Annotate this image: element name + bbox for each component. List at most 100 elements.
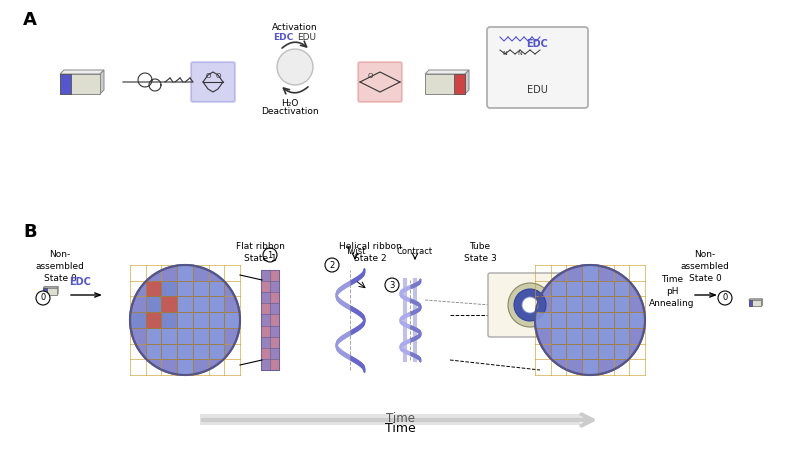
Polygon shape — [614, 343, 630, 359]
Polygon shape — [425, 70, 469, 74]
Polygon shape — [550, 312, 566, 328]
Polygon shape — [261, 292, 270, 303]
Polygon shape — [582, 265, 598, 281]
Polygon shape — [614, 297, 630, 312]
Circle shape — [508, 283, 552, 327]
FancyBboxPatch shape — [191, 62, 235, 102]
Circle shape — [522, 297, 538, 313]
FancyArrowPatch shape — [202, 414, 593, 426]
Polygon shape — [566, 281, 582, 297]
Polygon shape — [582, 328, 598, 343]
Polygon shape — [550, 328, 566, 343]
Polygon shape — [162, 281, 177, 297]
Circle shape — [277, 49, 313, 85]
Polygon shape — [270, 337, 279, 348]
Polygon shape — [614, 328, 630, 343]
Polygon shape — [566, 312, 582, 328]
Polygon shape — [162, 297, 177, 312]
Text: Non-
assembled
State 0: Non- assembled State 0 — [35, 250, 85, 283]
Polygon shape — [598, 312, 614, 328]
Polygon shape — [261, 337, 270, 348]
Polygon shape — [146, 328, 162, 343]
Circle shape — [385, 278, 399, 292]
Text: H₂O: H₂O — [282, 99, 298, 108]
Text: Time: Time — [386, 413, 414, 426]
Polygon shape — [60, 74, 71, 94]
Polygon shape — [43, 287, 58, 288]
Circle shape — [718, 291, 732, 305]
Polygon shape — [465, 70, 469, 94]
Polygon shape — [270, 303, 279, 315]
Text: Flat ribbon
State 1: Flat ribbon State 1 — [235, 242, 285, 263]
Polygon shape — [270, 281, 279, 292]
Text: O: O — [215, 73, 221, 79]
Polygon shape — [270, 292, 279, 303]
Text: N: N — [518, 51, 522, 56]
Polygon shape — [749, 299, 762, 300]
Text: Time: Time — [385, 422, 415, 435]
Polygon shape — [193, 281, 209, 297]
Polygon shape — [130, 312, 146, 328]
Polygon shape — [261, 270, 270, 281]
Text: B: B — [23, 223, 37, 241]
Polygon shape — [270, 315, 279, 325]
Circle shape — [514, 289, 546, 321]
Polygon shape — [209, 281, 224, 297]
Polygon shape — [43, 288, 57, 295]
Polygon shape — [550, 343, 566, 359]
Polygon shape — [224, 312, 240, 328]
Circle shape — [325, 258, 339, 272]
Polygon shape — [270, 359, 279, 370]
Polygon shape — [60, 74, 100, 94]
FancyBboxPatch shape — [358, 62, 402, 102]
Polygon shape — [598, 297, 614, 312]
FancyBboxPatch shape — [488, 273, 572, 337]
Polygon shape — [550, 281, 566, 297]
Polygon shape — [146, 281, 162, 297]
Polygon shape — [209, 312, 224, 328]
Polygon shape — [177, 359, 193, 375]
Polygon shape — [57, 287, 58, 295]
Polygon shape — [177, 343, 193, 359]
Text: 0: 0 — [722, 293, 728, 302]
Polygon shape — [425, 74, 465, 94]
Text: Deactivation: Deactivation — [261, 107, 319, 116]
Polygon shape — [582, 343, 598, 359]
Polygon shape — [261, 270, 279, 370]
Text: Contract: Contract — [397, 248, 433, 256]
Polygon shape — [749, 300, 762, 306]
Circle shape — [130, 265, 240, 375]
Polygon shape — [209, 328, 224, 343]
Text: Helical ribbon
State 2: Helical ribbon State 2 — [338, 242, 402, 263]
Text: Activation: Activation — [272, 22, 318, 32]
Polygon shape — [193, 328, 209, 343]
Polygon shape — [630, 312, 645, 328]
Polygon shape — [582, 281, 598, 297]
Polygon shape — [582, 359, 598, 375]
Polygon shape — [261, 359, 270, 370]
Text: 0: 0 — [40, 293, 46, 302]
Polygon shape — [261, 281, 270, 292]
Polygon shape — [566, 297, 582, 312]
Polygon shape — [177, 328, 193, 343]
Polygon shape — [146, 343, 162, 359]
Polygon shape — [270, 270, 279, 281]
Polygon shape — [193, 312, 209, 328]
Polygon shape — [261, 315, 270, 325]
Polygon shape — [749, 300, 752, 306]
Polygon shape — [100, 70, 104, 94]
Polygon shape — [598, 281, 614, 297]
Polygon shape — [614, 281, 630, 297]
Text: Non-
assembled
State 0: Non- assembled State 0 — [681, 250, 730, 283]
Polygon shape — [614, 312, 630, 328]
Polygon shape — [193, 343, 209, 359]
Polygon shape — [270, 348, 279, 359]
Polygon shape — [177, 265, 193, 281]
Text: Time
pH
Annealing: Time pH Annealing — [650, 275, 694, 308]
Text: N: N — [502, 51, 507, 56]
Polygon shape — [177, 312, 193, 328]
Circle shape — [263, 248, 277, 262]
Polygon shape — [261, 348, 270, 359]
Polygon shape — [209, 343, 224, 359]
Text: O: O — [206, 73, 210, 79]
